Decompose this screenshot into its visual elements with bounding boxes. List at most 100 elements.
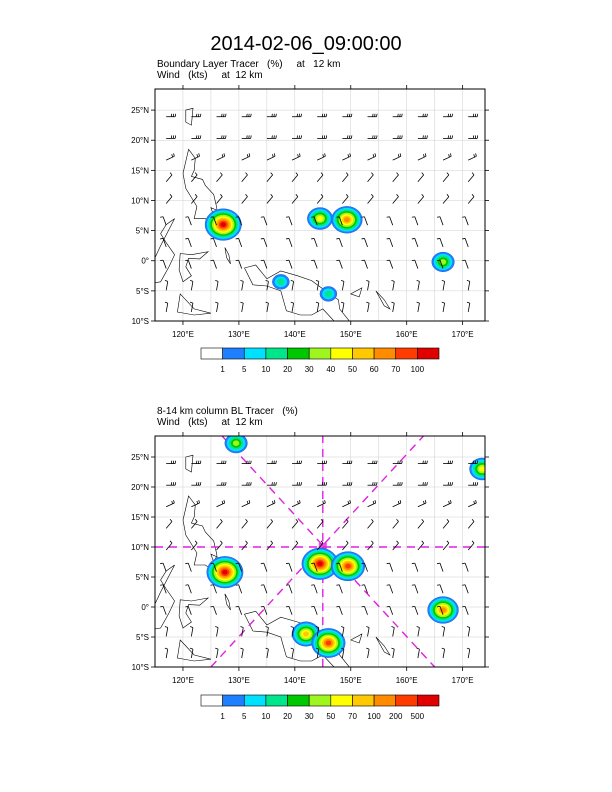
coastline (185, 107, 194, 126)
wind-barb (392, 460, 403, 465)
colorbar-label: 30 (305, 712, 314, 721)
wind-barb (467, 540, 475, 551)
wind-barb (290, 301, 294, 313)
wind-barb (165, 172, 173, 183)
wind-barb (361, 562, 368, 572)
wind-barb (391, 280, 395, 291)
wind-barb (189, 626, 194, 637)
tracer-contour (220, 222, 226, 227)
wind-barb (391, 647, 395, 659)
wind-barb (366, 301, 370, 313)
wind-barb (292, 460, 302, 465)
wind-barb (240, 647, 244, 659)
lat-tick-label: 10°S (132, 317, 149, 326)
wind-barb (468, 482, 479, 486)
lon-tick-label: 170°E (452, 676, 474, 685)
colorbar-label: 40 (326, 365, 335, 374)
wind-barb (164, 301, 169, 313)
colorbar-label: 50 (348, 365, 357, 374)
wind-barb (210, 605, 217, 615)
wind-barb (216, 113, 227, 118)
map-area (155, 436, 485, 667)
wind-barb (416, 647, 420, 659)
colorbar-box (330, 347, 353, 360)
colorbar-box (395, 694, 418, 707)
lon-tick-label: 170°E (452, 330, 474, 339)
wind-barb (366, 280, 370, 291)
wind-barb (260, 238, 268, 248)
wind-barb (417, 482, 428, 486)
wind-barb (241, 460, 252, 465)
wind-barb (367, 499, 377, 508)
wind-barb (291, 518, 299, 529)
wind-barb (291, 194, 299, 204)
wind-barb (417, 460, 428, 465)
wind-barb (342, 172, 349, 183)
wind-barb (166, 499, 175, 508)
tracer-contour (303, 631, 309, 637)
wind-barb (361, 216, 368, 226)
coastline (244, 610, 350, 667)
tracer-contour (345, 563, 351, 569)
wind-barb (235, 238, 243, 248)
wind-barb (291, 153, 301, 161)
wind-barb (189, 280, 194, 291)
colorbar-box (243, 694, 267, 707)
wind-barb (417, 540, 424, 551)
lon-tick-label: 130°E (228, 676, 250, 685)
colorbar-box (417, 694, 440, 707)
map-panel-2 (151, 432, 489, 671)
wind-barb (416, 626, 420, 637)
wind-barb (317, 135, 328, 139)
wind-barb (166, 113, 177, 118)
wind-barb (166, 135, 177, 139)
panel-2-label-line1: 8-14 km column BL Tracer (%) (157, 406, 298, 417)
wind-barb (386, 238, 394, 248)
wind-barb (164, 647, 169, 659)
wind-barb (266, 460, 277, 465)
map-area (155, 89, 485, 321)
wind-barb (315, 280, 320, 291)
wind-barb (467, 172, 475, 183)
map-frame (154, 88, 486, 322)
wind-barb (191, 135, 202, 139)
wind-barb (316, 194, 324, 204)
wind-barb (185, 562, 192, 572)
wind-barb (166, 482, 177, 486)
wind-barb (386, 605, 394, 615)
wind-barb (391, 301, 395, 313)
wind-barb (241, 518, 248, 529)
coastline (155, 564, 175, 630)
wind-barb (441, 280, 446, 291)
wind-barb (462, 584, 469, 594)
wind-barb (411, 584, 419, 594)
wind-barb (317, 113, 328, 118)
wind-barb (411, 605, 419, 615)
colorbar-label: 20 (283, 712, 292, 721)
wind-barb (216, 460, 227, 465)
colorbar-label: 200 (389, 712, 403, 721)
wind-barb (436, 584, 444, 594)
wind-barb (366, 626, 370, 637)
wind-barb (311, 584, 318, 594)
wind-barb (391, 626, 395, 637)
lat-tick-label: 20°N (131, 136, 149, 145)
wind-barb (361, 584, 368, 594)
wind-barb (441, 626, 446, 637)
lon-tick-label: 150°E (340, 330, 362, 339)
colorbar-label: 70 (348, 712, 357, 721)
wind-barb (462, 605, 469, 615)
wind-barb (191, 482, 202, 486)
wind-barb (260, 562, 268, 572)
wind-barb (266, 153, 276, 161)
wind-barb (189, 301, 194, 313)
coastline (244, 264, 350, 321)
wind-barb (468, 460, 479, 465)
wind-barb (240, 301, 244, 313)
colorbar-box (373, 347, 397, 360)
tracer-contour (232, 440, 240, 447)
colorbar-label: 5 (242, 365, 247, 374)
colorbar-label: 10 (261, 365, 270, 374)
colorbar-box (265, 347, 288, 360)
